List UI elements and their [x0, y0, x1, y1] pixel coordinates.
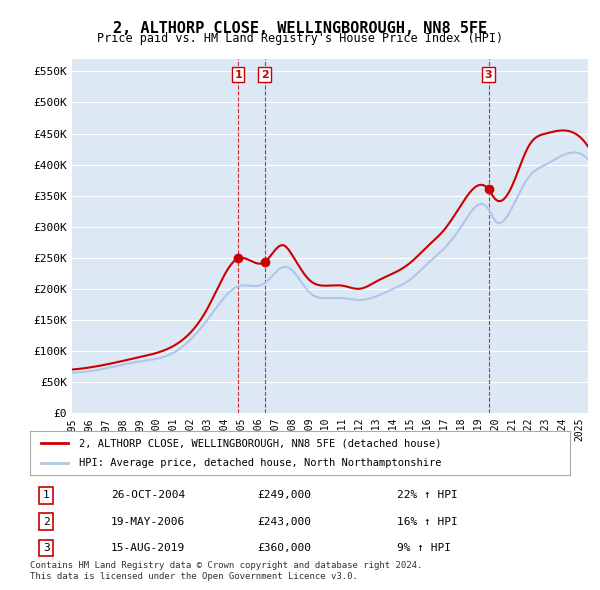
- Text: Price paid vs. HM Land Registry's House Price Index (HPI): Price paid vs. HM Land Registry's House …: [97, 32, 503, 45]
- Text: 26-OCT-2004: 26-OCT-2004: [111, 490, 185, 500]
- Text: 1: 1: [43, 490, 50, 500]
- Text: 9% ↑ HPI: 9% ↑ HPI: [397, 543, 451, 553]
- Text: 2: 2: [43, 517, 50, 527]
- Text: HPI: Average price, detached house, North Northamptonshire: HPI: Average price, detached house, Nort…: [79, 458, 441, 467]
- Text: £249,000: £249,000: [257, 490, 311, 500]
- Text: 2: 2: [260, 70, 268, 80]
- Text: 1: 1: [234, 70, 242, 80]
- Text: 19-MAY-2006: 19-MAY-2006: [111, 517, 185, 527]
- Text: 16% ↑ HPI: 16% ↑ HPI: [397, 517, 458, 527]
- Text: This data is licensed under the Open Government Licence v3.0.: This data is licensed under the Open Gov…: [30, 572, 358, 581]
- Text: Contains HM Land Registry data © Crown copyright and database right 2024.: Contains HM Land Registry data © Crown c…: [30, 560, 422, 569]
- Text: 22% ↑ HPI: 22% ↑ HPI: [397, 490, 458, 500]
- Text: £243,000: £243,000: [257, 517, 311, 527]
- Text: 3: 3: [485, 70, 493, 80]
- Text: 15-AUG-2019: 15-AUG-2019: [111, 543, 185, 553]
- Text: 3: 3: [43, 543, 50, 553]
- Text: £360,000: £360,000: [257, 543, 311, 553]
- Text: 2, ALTHORP CLOSE, WELLINGBOROUGH, NN8 5FE: 2, ALTHORP CLOSE, WELLINGBOROUGH, NN8 5F…: [113, 21, 487, 35]
- Text: 2, ALTHORP CLOSE, WELLINGBOROUGH, NN8 5FE (detached house): 2, ALTHORP CLOSE, WELLINGBOROUGH, NN8 5F…: [79, 438, 441, 448]
